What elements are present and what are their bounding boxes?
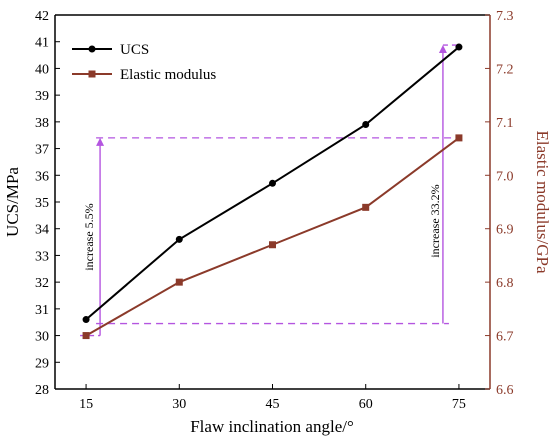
left-tick-label: 35	[35, 196, 49, 211]
annotation-increase-5-5: increase 5.5%	[82, 203, 96, 270]
right-tick-label: 7.3	[496, 9, 514, 24]
left-tick-label: 42	[35, 9, 49, 24]
x-tick-label: 45	[266, 397, 280, 412]
elastic-modulus-point	[82, 332, 90, 340]
series-layer	[82, 43, 463, 340]
left-tick-label: 33	[35, 249, 49, 264]
x-tick-label: 60	[359, 397, 373, 412]
legend-modulus-marker	[88, 70, 96, 78]
left-tick-label: 29	[35, 356, 49, 371]
ucs-point	[175, 235, 183, 243]
right-tick-label: 6.9	[496, 223, 514, 238]
ucs-point	[362, 121, 370, 129]
left-tick-label: 32	[35, 276, 49, 291]
ucs-point	[269, 179, 276, 187]
left-tick-label: 30	[35, 330, 49, 345]
left-tick-label: 39	[35, 89, 49, 104]
right-tick-label: 6.7	[496, 330, 514, 345]
legend-ucs-marker	[88, 45, 96, 53]
elastic-modulus-point	[455, 134, 463, 142]
ucs-point	[455, 43, 463, 51]
left-tick-label: 38	[35, 116, 49, 131]
elastic-modulus-point	[269, 241, 276, 249]
left-tick-label: 36	[35, 169, 49, 184]
x-tick-label: 15	[79, 397, 93, 412]
left-tick-label: 31	[35, 303, 49, 318]
legend-modulus-label: Elastic modulus	[120, 67, 216, 83]
elastic-modulus-point	[175, 278, 183, 286]
right-tick-label: 7.0	[496, 169, 514, 184]
legend: UCS Elastic modulus	[72, 42, 216, 83]
ucs-point	[82, 316, 90, 324]
left-tick-label: 40	[35, 62, 49, 77]
axis-ticks: 28 29 30 31 32 33 34 35 36 37 38 39 40 41 42 6.6 6.7 6.8 6…	[35, 9, 514, 412]
annotation-guides	[80, 44, 459, 337]
right-tick-label: 7.1	[496, 116, 514, 131]
x-tick-label: 75	[452, 397, 466, 412]
right-tick-label: 6.6	[496, 383, 514, 398]
annotation-increase-33-2: increase 33.2%	[428, 184, 442, 257]
elastic-modulus-point	[362, 203, 370, 211]
x-axis-title: Flaw inclination angle/°	[190, 417, 354, 436]
x-tick-label: 30	[172, 397, 186, 412]
right-tick-label: 6.8	[496, 276, 514, 291]
left-axis-title: UCS/MPa	[3, 167, 22, 237]
left-tick-label: 37	[35, 143, 49, 158]
arrow-head-5-5	[96, 137, 105, 146]
right-axis-title: Elastic modulus/GPa	[533, 130, 550, 274]
arrow-head-33-2	[438, 45, 447, 54]
left-tick-label: 34	[35, 223, 49, 238]
series-line-elastic-modulus	[85, 137, 460, 337]
right-tick-label: 7.2	[496, 62, 514, 77]
legend-ucs-label: UCS	[120, 42, 149, 58]
left-tick-label: 41	[35, 36, 49, 51]
left-tick-label: 28	[35, 383, 49, 398]
